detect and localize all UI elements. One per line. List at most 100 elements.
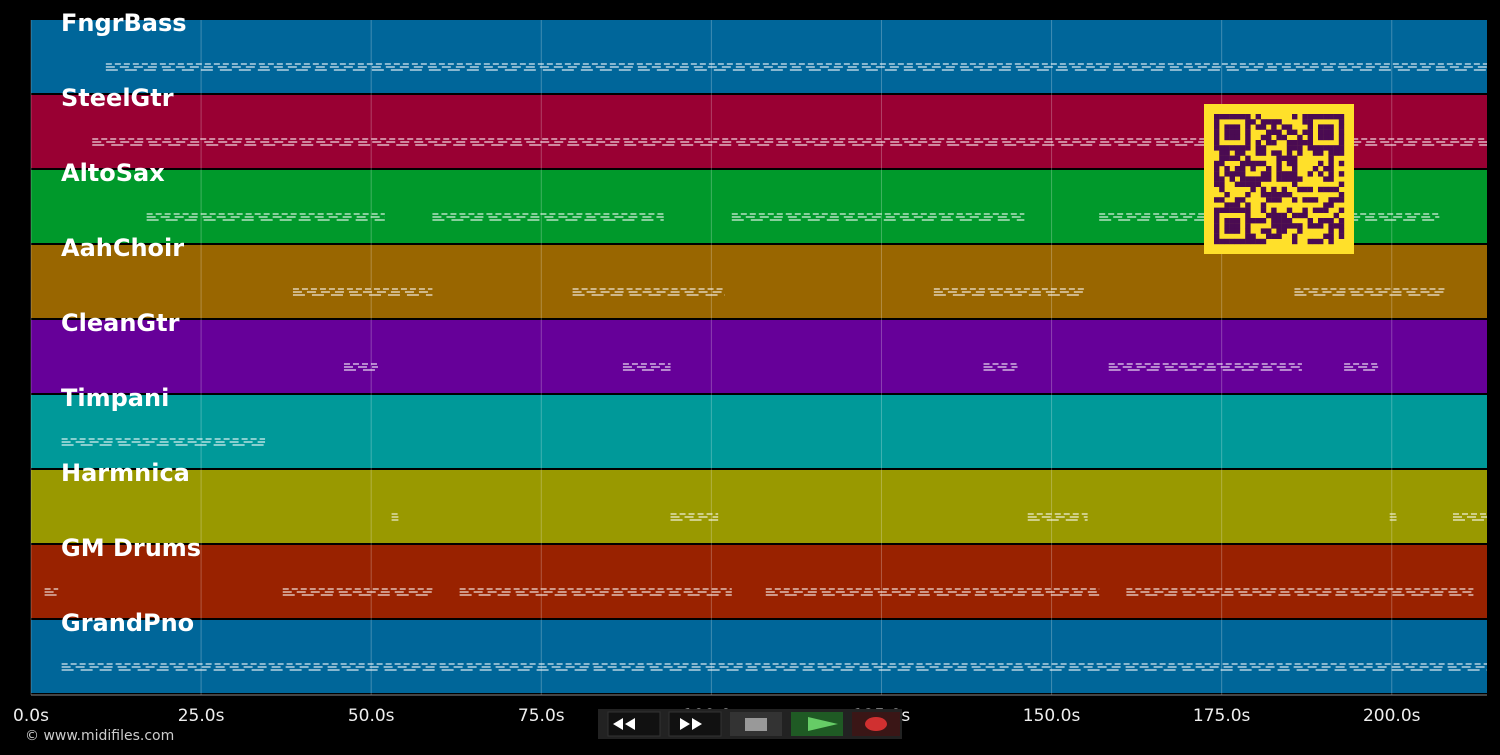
qr-module xyxy=(1224,171,1230,177)
qr-module xyxy=(1224,134,1230,141)
qr-module xyxy=(1245,155,1251,161)
qr-module xyxy=(1214,119,1220,125)
qr-module xyxy=(1286,145,1293,151)
track-label: GrandPno xyxy=(61,609,194,637)
qr-module xyxy=(1224,145,1230,151)
qr-module xyxy=(1229,129,1235,135)
qr-module xyxy=(1328,186,1334,193)
qr-module xyxy=(1328,238,1334,245)
forward-button[interactable] xyxy=(668,711,722,737)
qr-module xyxy=(1292,140,1298,146)
note-region xyxy=(459,588,732,596)
qr-module xyxy=(1323,129,1329,135)
qr-module xyxy=(1328,129,1334,135)
qr-module xyxy=(1266,119,1272,125)
qr-module xyxy=(1229,134,1235,141)
qr-module xyxy=(1234,181,1241,187)
qr-module xyxy=(1214,212,1220,219)
qr-module xyxy=(1234,145,1241,151)
qr-module xyxy=(1312,238,1319,245)
qr-module xyxy=(1245,223,1251,229)
qr-module xyxy=(1245,181,1251,187)
qr-module xyxy=(1307,218,1313,224)
qr-module xyxy=(1333,145,1339,151)
qr-module xyxy=(1224,207,1230,213)
qr-module xyxy=(1250,218,1256,224)
qr-module xyxy=(1214,207,1220,213)
qr-module xyxy=(1338,134,1345,141)
qr-module xyxy=(1266,171,1272,177)
qr-module xyxy=(1240,207,1246,213)
qr-module xyxy=(1276,218,1282,224)
x-tick-label: 175.0s xyxy=(1193,706,1251,726)
qr-module xyxy=(1245,140,1251,146)
qr-module xyxy=(1286,176,1293,182)
qr-module xyxy=(1276,160,1282,167)
track-labels: FngrBass SteelGtr AltoSax AahChoir CleanGtr T… xyxy=(61,9,201,637)
qr-module xyxy=(1240,145,1246,151)
qr-module xyxy=(1338,150,1345,156)
qr-module xyxy=(1266,233,1272,239)
qr-module xyxy=(1234,228,1241,234)
record-button[interactable] xyxy=(852,712,900,736)
qr-module xyxy=(1333,114,1339,120)
note-region xyxy=(432,213,664,221)
qr-module xyxy=(1328,218,1334,224)
note-region xyxy=(1108,363,1302,371)
qr-module xyxy=(1250,181,1256,187)
qr-module xyxy=(1297,212,1303,219)
qr-module xyxy=(1323,186,1329,193)
qr-module xyxy=(1328,150,1334,156)
track-label: FngrBass xyxy=(61,9,187,37)
qr-module xyxy=(1297,134,1303,141)
qr-module xyxy=(1276,192,1282,198)
track-row xyxy=(31,20,1487,93)
qr-module xyxy=(1266,140,1272,146)
qr-module xyxy=(1214,140,1220,146)
qr-module xyxy=(1338,218,1345,224)
qr-module xyxy=(1328,114,1334,120)
qr-module xyxy=(1214,166,1220,172)
qr-module xyxy=(1250,166,1256,172)
qr-module xyxy=(1234,207,1241,213)
qr-module xyxy=(1276,166,1282,172)
qr-module xyxy=(1307,119,1313,125)
qr-module xyxy=(1307,140,1313,146)
qr-module xyxy=(1214,218,1220,224)
qr-module xyxy=(1281,124,1287,130)
qr-module xyxy=(1323,218,1329,224)
qr-module xyxy=(1250,119,1256,125)
qr-module xyxy=(1240,181,1246,187)
qr-module xyxy=(1297,150,1303,156)
qr-module xyxy=(1312,145,1319,151)
qr-module xyxy=(1214,129,1220,135)
qr-module xyxy=(1255,218,1261,224)
play-button[interactable] xyxy=(791,712,843,736)
qr-module xyxy=(1323,176,1329,182)
track-label: SteelGtr xyxy=(61,84,174,112)
qr-module xyxy=(1281,176,1287,182)
x-tick-label: 150.0s xyxy=(1023,706,1081,726)
track-row xyxy=(31,320,1487,393)
qr-module xyxy=(1328,171,1334,177)
qr-module xyxy=(1318,134,1324,141)
track-label: CleanGtr xyxy=(61,309,180,337)
qr-module xyxy=(1286,223,1293,229)
qr-module xyxy=(1214,228,1220,234)
rewind-button[interactable] xyxy=(607,711,661,737)
stop-button[interactable] xyxy=(730,712,782,736)
note-region xyxy=(146,213,385,221)
qr-module xyxy=(1271,129,1277,135)
qr-module xyxy=(1333,150,1339,156)
qr-module xyxy=(1234,238,1241,245)
qr-module xyxy=(1307,145,1313,151)
qr-module xyxy=(1312,207,1319,213)
qr-module xyxy=(1338,197,1345,203)
qr-module xyxy=(1281,171,1287,177)
qr-module xyxy=(1214,197,1220,203)
qr-module xyxy=(1292,176,1298,182)
qr-module xyxy=(1281,228,1287,234)
qr-module xyxy=(1260,218,1267,224)
qr-module xyxy=(1276,223,1282,229)
